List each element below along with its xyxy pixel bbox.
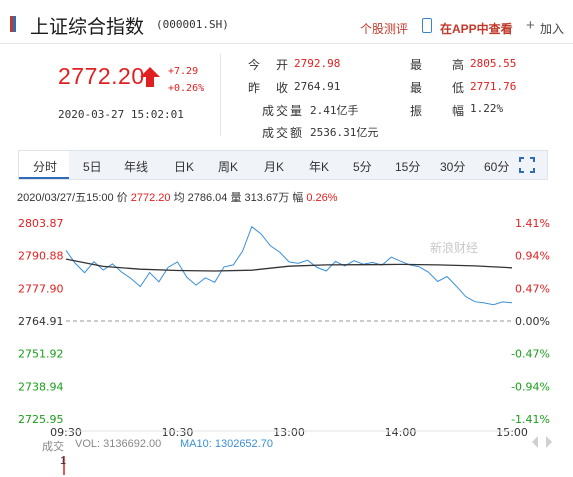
tab-daily-k[interactable]: 日K (174, 160, 195, 174)
y-tick-left: 2751.92 (18, 348, 64, 361)
y-tick-right: -1.41% (511, 413, 550, 426)
y-tick-left: 2764.91 (18, 315, 64, 328)
y-tick-right: -0.47% (511, 348, 550, 361)
stat-label-prev-close: 昨 收 (248, 81, 288, 95)
index-code: (000001.SH) (156, 18, 229, 31)
y-tick-left: 2803.87 (18, 217, 64, 230)
view-in-app-link[interactable]: 在APP中查看 (440, 22, 513, 36)
info-price-label: 价 (116, 192, 128, 204)
page-header: 上证综合指数 (000001.SH) 个股测评 在APP中查看 + 加入 (0, 0, 573, 44)
y-tick-right: 0.00% (515, 315, 550, 328)
stat-value-high: 2805.55 (470, 57, 517, 70)
fullscreen-icon[interactable] (519, 157, 535, 173)
tab-5min[interactable]: 5分 (353, 160, 372, 174)
price-change: +7.29 (168, 66, 199, 77)
y-tick-right: 0.47% (515, 282, 550, 295)
tab-year-line[interactable]: 年线 (124, 160, 149, 174)
x-tick: 09:30 (50, 426, 82, 439)
info-vol: 313.67万 (244, 192, 290, 204)
tab-intraday[interactable]: 分时 (33, 160, 58, 174)
info-avg-label: 均 (173, 192, 185, 204)
y-tick-left: 2738.94 (18, 380, 64, 393)
info-price: 2772.20 (130, 192, 171, 204)
price-change-pct: +0.26% (168, 83, 205, 94)
quote-datetime: 2020-03-27 15:02:01 (58, 108, 184, 121)
x-tick: 13:00 (273, 426, 305, 439)
average-series-line (65, 258, 513, 272)
y-tick-right: 0.94% (515, 250, 550, 263)
stat-value-open: 2792.98 (294, 57, 341, 70)
arrow-left-icon (532, 436, 538, 448)
chart-info-line: 2020/03/27/五15:00 价 2772.20 均 2786.04 量 … (17, 189, 338, 205)
tab-30min[interactable]: 30分 (440, 160, 466, 174)
volume-scroll-arrows[interactable] (532, 436, 552, 448)
x-tick: 14:00 (385, 426, 417, 439)
stat-value-prev-close: 2764.91 (294, 80, 341, 93)
tab-15min[interactable]: 15分 (395, 160, 421, 174)
stat-label-amplitude: 振 幅 (410, 104, 464, 118)
tab-60min[interactable]: 60分 (484, 160, 510, 174)
y-tick-left: 2777.90 (18, 282, 64, 295)
tab-monthly-k[interactable]: 月K (264, 160, 285, 174)
info-pct-label: 幅 (292, 192, 304, 204)
stat-label-turnover: 成交额 (262, 126, 302, 140)
stock-review-link[interactable]: 个股测评 (360, 22, 409, 36)
tab-5day[interactable]: 5日 (83, 160, 102, 174)
add-watchlist-button[interactable]: 加入 (540, 22, 565, 36)
intraday-chart[interactable]: 新浪财经 2803.87 2790.88 2777.90 2764.91 2751.92… (0, 205, 573, 477)
stat-value-turnover: 2536.31亿元 (310, 126, 379, 139)
y-tick-right: 1.41% (515, 217, 550, 230)
x-tick: 15:00 (496, 426, 528, 439)
up-arrow-icon (140, 67, 160, 87)
stat-value-volume: 2.41亿手 (310, 104, 359, 117)
info-vol-label: 量 (230, 192, 242, 204)
y-tick-right: -0.94% (511, 380, 550, 393)
volume-label: 成交 (42, 441, 64, 453)
stat-label-low: 最 低 (410, 81, 464, 95)
volume-value: VOL: 3136692.00 (75, 438, 162, 450)
current-price: 2772.20 (58, 63, 145, 89)
y-tick-left: 2725.95 (18, 413, 64, 426)
stat-value-amplitude: 1.22% (470, 102, 504, 115)
title-accent-bar (10, 16, 16, 32)
stat-value-low: 2771.76 (470, 80, 517, 93)
phone-icon[interactable] (422, 18, 432, 33)
info-pct: 0.26% (306, 192, 338, 204)
arrow-right-icon (546, 436, 552, 448)
tab-yearly-k[interactable]: 年K (309, 160, 330, 174)
price-series-line (65, 225, 513, 306)
volume-ma10: MA10: 1302652.70 (180, 438, 273, 450)
chart-period-tabs: 分时 5日 年线 日K 周K 月K 年K 5分 15分 30分 60分 (18, 150, 548, 180)
active-tab-indicator (19, 151, 69, 179)
y-tick-left: 2790.88 (18, 250, 64, 263)
stat-label-volume: 成交量 (262, 104, 302, 118)
stat-label-high: 最 高 (410, 58, 464, 72)
plus-icon[interactable]: + (526, 17, 535, 34)
x-tick: 10:30 (162, 426, 194, 439)
divider (220, 54, 221, 136)
stat-label-open: 今 开 (248, 58, 288, 72)
watermark: 新浪财经 (430, 240, 478, 255)
info-avg: 2786.04 (187, 192, 228, 204)
volume-tick: 1 (60, 455, 67, 467)
info-datetime: 2020/03/27/五15:00 (17, 192, 114, 204)
watermark-text: 新浪财经 (430, 240, 478, 255)
index-title: 上证综合指数 (30, 17, 145, 38)
tab-weekly-k[interactable]: 周K (218, 160, 239, 174)
